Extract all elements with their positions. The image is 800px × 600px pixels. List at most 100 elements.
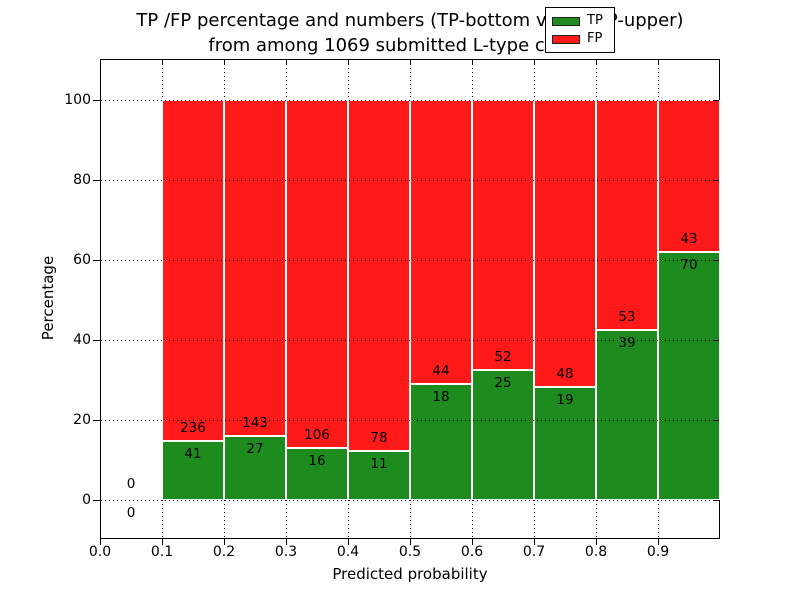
x-tick-mark	[100, 539, 101, 545]
top-tick-mark	[286, 60, 287, 65]
bar-segment-tp	[596, 330, 658, 500]
x-tick-mark	[596, 539, 597, 545]
fp-count-annotation: 52	[494, 349, 512, 366]
fp-count-annotation: 78	[370, 429, 388, 446]
top-tick-mark	[348, 60, 349, 65]
x-tick-mark	[224, 539, 225, 545]
legend-label-tp: TP	[587, 13, 603, 28]
y-tick-mark	[93, 500, 100, 501]
fp-count-annotation: 43	[680, 231, 698, 248]
horizontal-gridline	[101, 180, 719, 181]
tp-count-annotation: 19	[556, 391, 574, 408]
y-tick-label: 60	[73, 252, 91, 268]
x-tick-label: 0.3	[274, 544, 298, 560]
bar-segment-fp	[658, 100, 720, 253]
fp-count-annotation: 236	[180, 419, 206, 436]
x-tick-mark	[472, 539, 473, 545]
fp-count-annotation: 48	[556, 365, 574, 382]
chart-title-line-2: from among 1069 submitted L-type contact…	[208, 35, 612, 56]
x-tick-mark	[162, 539, 163, 545]
top-tick-mark	[162, 60, 163, 65]
y-tick-mark	[93, 180, 100, 181]
fp-count-annotation: 53	[618, 309, 636, 326]
fp-count-annotation: 0	[126, 476, 136, 492]
legend-row-fp: FP	[552, 32, 608, 46]
tp-swatch-icon	[552, 16, 580, 26]
y-tick-label: 0	[82, 492, 91, 508]
top-tick-mark	[472, 60, 473, 65]
y-tick-label: 40	[73, 332, 91, 348]
x-tick-mark	[410, 539, 411, 545]
y-tick-label: 80	[73, 172, 91, 188]
fp-count-annotation: 44	[432, 362, 450, 379]
x-tick-label: 0.6	[460, 544, 484, 560]
x-tick-mark	[348, 539, 349, 545]
chart-title: TP /FP percentage and numbers (TP-bottom…	[100, 8, 720, 58]
bar-segment-fp	[286, 100, 348, 448]
right-tick-mark	[714, 180, 719, 181]
x-tick-label: 0.7	[522, 544, 546, 560]
x-tick-label: 0.5	[398, 544, 422, 560]
tp-count-annotation: 11	[370, 455, 388, 472]
tp-count-annotation: 70	[680, 257, 698, 274]
tp-count-annotation: 41	[184, 445, 202, 462]
plot-area: 0 0 236 41 143 27 106 16 78 11 44 18 52 25 48 19 53 39 43 7…	[100, 59, 720, 539]
y-tick-mark	[93, 100, 100, 101]
bar-segment-tp	[162, 440, 224, 500]
fp-count-annotation: 143	[242, 415, 268, 432]
x-tick-label: 0.4	[336, 544, 360, 560]
bar-segment-tp	[348, 450, 410, 500]
bar-segment-fp	[410, 100, 472, 384]
horizontal-gridline	[101, 100, 719, 101]
y-tick-mark	[93, 420, 100, 421]
bar-segment-tp	[286, 447, 348, 500]
bar-segment-tp	[410, 383, 472, 500]
chart-title-line-1: TP /FP percentage and numbers (TP-bottom…	[136, 10, 684, 31]
right-tick-mark	[714, 340, 719, 341]
legend-label-fp: FP	[587, 31, 603, 46]
x-tick-mark	[286, 539, 287, 545]
right-tick-mark	[714, 500, 719, 501]
tp-count-annotation: 18	[432, 388, 450, 405]
top-tick-mark	[658, 60, 659, 65]
right-tick-mark	[714, 420, 719, 421]
x-tick-mark	[658, 539, 659, 545]
x-axis-label: Predicted probability	[332, 565, 488, 583]
bar-segment-fp	[534, 100, 596, 387]
x-tick-label: 0.8	[584, 544, 608, 560]
tp-count-annotation: 16	[308, 452, 326, 469]
tp-count-annotation: 0	[126, 505, 136, 521]
x-tick-mark	[534, 539, 535, 545]
bar-segment-tp	[534, 386, 596, 500]
horizontal-gridline	[101, 340, 719, 341]
right-tick-mark	[714, 260, 719, 261]
fp-swatch-icon	[552, 34, 580, 44]
right-tick-mark	[714, 100, 719, 101]
bar-segment-fp	[348, 100, 410, 451]
x-tick-label: 0.0	[88, 544, 112, 560]
bar-segment-fp	[162, 100, 224, 441]
bar-segment-fp	[472, 100, 534, 371]
x-tick-label: 0.9	[646, 544, 670, 560]
y-tick-label: 20	[73, 412, 91, 428]
fp-count-annotation: 106	[304, 426, 330, 443]
x-tick-label: 0.2	[212, 544, 236, 560]
bar-segment-tp	[224, 436, 286, 500]
y-tick-label: 100	[64, 92, 91, 108]
bar-segment-tp	[472, 370, 534, 500]
top-tick-mark	[596, 60, 597, 65]
top-tick-mark	[224, 60, 225, 65]
tp-count-annotation: 25	[494, 375, 512, 392]
bar-segment-fp	[224, 100, 286, 437]
top-tick-mark	[410, 60, 411, 65]
legend-row-tp: TP	[552, 14, 608, 28]
legend: TP FP	[545, 7, 615, 53]
tp-count-annotation: 39	[618, 335, 636, 352]
horizontal-gridline	[101, 260, 719, 261]
bar-segment-fp	[596, 100, 658, 331]
horizontal-gridline	[101, 500, 719, 501]
y-tick-mark	[93, 340, 100, 341]
x-tick-label: 0.1	[150, 544, 174, 560]
tp-count-annotation: 27	[246, 441, 264, 458]
